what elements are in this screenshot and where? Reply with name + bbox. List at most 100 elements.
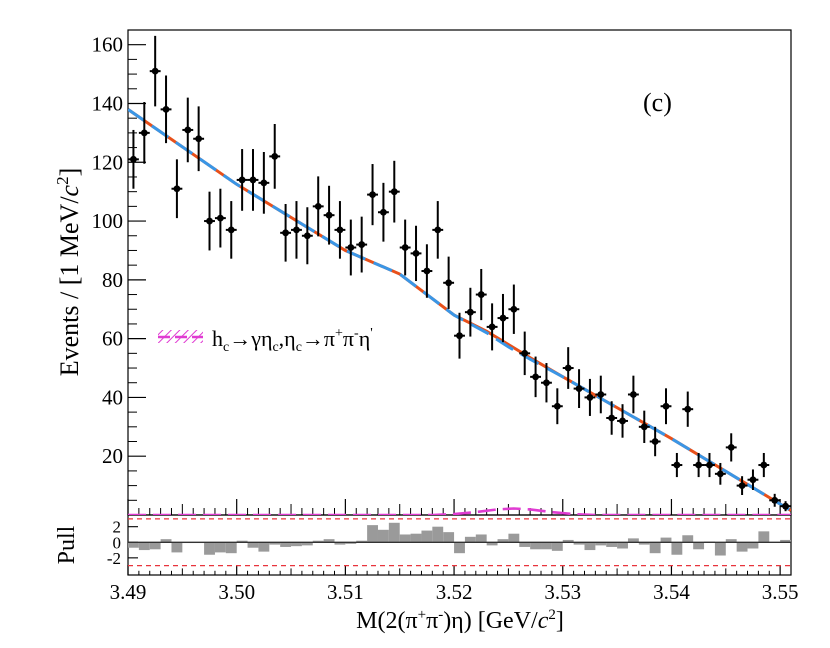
data-point: [269, 124, 281, 189]
data-point-marker: [586, 394, 594, 401]
data-point: [693, 452, 705, 478]
data-point-marker: [238, 176, 246, 184]
panel-label: (c): [643, 88, 672, 117]
pull-tick-label: 2: [113, 518, 122, 537]
x-tick-label: 3.50: [218, 580, 255, 604]
data-point: [312, 176, 324, 237]
data-points: [128, 35, 791, 512]
legend-h-sub: c: [223, 340, 229, 355]
data-point-marker: [336, 226, 344, 234]
data-point-marker: [456, 332, 463, 340]
pull-bar: [399, 534, 411, 543]
pull-bar: [138, 542, 150, 551]
data-point: [149, 35, 161, 107]
data-point-marker: [488, 323, 496, 331]
data-point: [530, 356, 542, 398]
pull-bar: [606, 542, 618, 547]
pull-bar: [530, 542, 542, 550]
data-point-marker: [162, 105, 170, 113]
data-point: [562, 347, 574, 389]
pull-bar: [280, 542, 292, 547]
pull-bar: [291, 542, 302, 547]
pull-bar: [345, 542, 357, 544]
x-tick-label: 3.54: [653, 580, 690, 604]
data-point: [432, 201, 444, 259]
data-point: [128, 129, 139, 189]
y-tick-label: 20: [102, 444, 123, 468]
data-point-marker: [564, 364, 572, 372]
data-point: [171, 159, 183, 219]
x-tick-label: 3.51: [327, 580, 364, 604]
background-curve: [128, 108, 791, 512]
data-point: [519, 331, 531, 376]
pull-bar: [269, 542, 281, 545]
pull-bar: [410, 533, 422, 543]
data-point: [486, 303, 498, 351]
data-point-marker: [749, 476, 757, 484]
y-tick-label: 60: [102, 327, 123, 351]
pull-bar: [780, 539, 791, 543]
data-point-marker: [271, 152, 279, 160]
data-point-marker: [347, 244, 355, 251]
data-point: [280, 204, 292, 262]
pull-bar: [736, 542, 748, 552]
legend-sup3: ': [370, 326, 373, 341]
data-point-marker: [716, 470, 724, 478]
pull-bar: [584, 542, 596, 551]
pull-axis-title: Pull: [54, 525, 80, 564]
x-tick-label: 3.55: [762, 580, 799, 604]
data-point: [334, 201, 346, 259]
pull-bar: [323, 539, 335, 543]
pull-bar: [638, 542, 650, 545]
data-point: [454, 312, 465, 359]
data-point-marker: [466, 308, 474, 316]
pull-bar: [693, 542, 705, 550]
data-point: [595, 375, 607, 414]
data-point-marker: [314, 202, 322, 210]
data-point: [606, 401, 618, 435]
legend-pi: π: [343, 326, 354, 351]
data-point: [671, 452, 683, 478]
data-point: [258, 151, 270, 214]
pull-bar: [541, 542, 552, 550]
data-point-marker: [499, 314, 507, 322]
data-point: [573, 369, 585, 409]
y-tick-label: 80: [102, 268, 123, 292]
data-point: [769, 493, 781, 507]
pull-bar: [258, 542, 270, 552]
data-point-marker: [597, 391, 605, 398]
data-point-marker: [282, 229, 289, 237]
pull-bar: [714, 542, 726, 556]
x-axis-title-close: ]: [556, 608, 564, 634]
data-point: [204, 191, 215, 251]
data-point-marker: [782, 502, 789, 510]
x-axis-title-c: c: [538, 608, 549, 634]
data-point: [301, 207, 313, 265]
y-tick-label: 160: [92, 33, 124, 57]
legend-arrow2: →π: [302, 326, 335, 351]
y-tick-label: 40: [102, 385, 123, 409]
data-point: [704, 452, 715, 478]
data-point: [291, 201, 302, 259]
x-tick-label: 3.52: [436, 580, 473, 604]
data-point: [627, 375, 639, 414]
data-point: [714, 462, 726, 485]
data-point-marker: [553, 402, 561, 410]
legend: hc→γηc,ηc→π+π-η': [158, 326, 373, 355]
data-point: [736, 476, 748, 496]
x-axis-ticks: 3.49 3.50 3.51 3.52 3.53 3.54 3.55: [110, 499, 799, 604]
pull-bar: [225, 542, 237, 554]
data-point: [475, 268, 487, 321]
pull-bar: [551, 542, 563, 551]
pull-bar: [627, 538, 639, 543]
data-point: [541, 363, 552, 403]
x-axis-title-pi2: π: [426, 608, 438, 634]
data-point-marker: [630, 391, 637, 398]
pull-tick-label: -2: [107, 549, 121, 568]
data-point-marker: [640, 423, 648, 431]
data-point-marker: [510, 305, 518, 313]
x-tick-label: 3.49: [110, 580, 147, 604]
data-point-marker: [706, 461, 713, 469]
pull-bar: [432, 526, 444, 543]
